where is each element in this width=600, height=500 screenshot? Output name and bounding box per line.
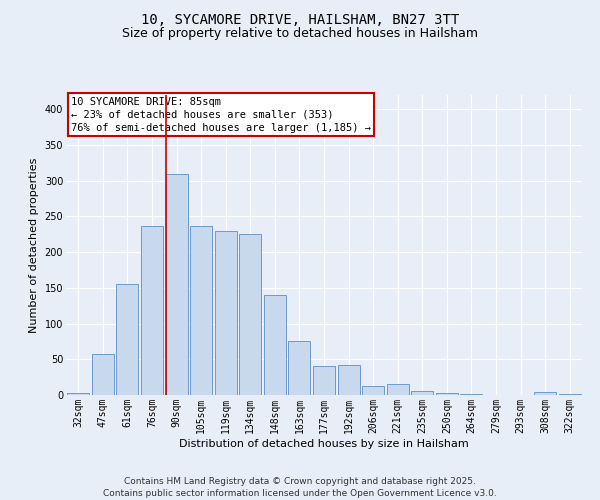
Bar <box>338 365 359 395</box>
Text: Contains HM Land Registry data © Crown copyright and database right 2025.
Contai: Contains HM Land Registry data © Crown c… <box>103 476 497 498</box>
Text: 10 SYCAMORE DRIVE: 85sqm
← 23% of detached houses are smaller (353)
76% of semi-: 10 SYCAMORE DRIVE: 85sqm ← 23% of detach… <box>71 96 371 133</box>
Bar <box>116 284 139 395</box>
Text: Size of property relative to detached houses in Hailsham: Size of property relative to detached ho… <box>122 28 478 40</box>
Bar <box>92 354 114 395</box>
Bar <box>141 226 163 395</box>
Bar <box>362 386 384 395</box>
Bar <box>67 393 89 395</box>
Bar <box>460 394 482 395</box>
Bar <box>215 230 237 395</box>
Bar <box>190 226 212 395</box>
Bar <box>534 392 556 395</box>
Text: 10, SYCAMORE DRIVE, HAILSHAM, BN27 3TT: 10, SYCAMORE DRIVE, HAILSHAM, BN27 3TT <box>141 12 459 26</box>
Bar <box>166 174 188 395</box>
Y-axis label: Number of detached properties: Number of detached properties <box>29 158 39 332</box>
Bar <box>436 393 458 395</box>
Bar <box>386 384 409 395</box>
Bar <box>313 366 335 395</box>
X-axis label: Distribution of detached houses by size in Hailsham: Distribution of detached houses by size … <box>179 438 469 448</box>
Bar <box>559 394 581 395</box>
Bar <box>289 342 310 395</box>
Bar <box>264 295 286 395</box>
Bar <box>239 234 262 395</box>
Bar <box>411 390 433 395</box>
